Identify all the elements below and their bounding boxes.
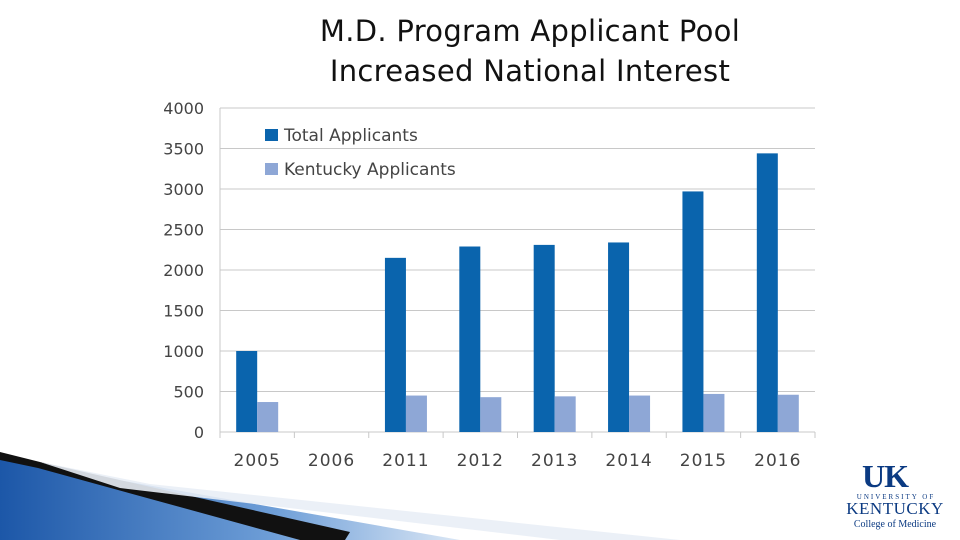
legend-swatch-kentucky (265, 163, 278, 175)
y-tick-label: 500 (173, 383, 204, 402)
bar-kentucky-applicants (480, 397, 502, 432)
logo-kentucky: KENTUCKY (846, 499, 944, 518)
y-tick-label: 1500 (163, 302, 204, 321)
bar-kentucky-applicants (703, 393, 725, 432)
uk-college-of-medicine-logo: UK UNIVERSITY OF KENTUCKY College of Med… (838, 458, 950, 532)
legend-label-kentucky: Kentucky Applicants (284, 160, 456, 180)
y-tick-label: 4000 (163, 99, 204, 118)
x-tick-label: 2016 (754, 451, 801, 471)
bar-total-applicants (384, 257, 406, 432)
y-tick-label: 2500 (163, 221, 204, 240)
swoosh-blue-shape (0, 454, 460, 540)
y-tick-label: 1000 (163, 342, 204, 361)
bar-total-applicants (756, 153, 778, 433)
y-tick-label: 3000 (163, 180, 204, 199)
bar-kentucky-applicants (405, 395, 427, 432)
bar-total-applicants (459, 246, 481, 432)
bar-total-applicants (608, 242, 630, 432)
x-tick-label: 2014 (605, 451, 652, 471)
y-tick-label: 0 (194, 423, 204, 442)
logo-uk-mark: UK (862, 458, 909, 494)
legend: Total Applicants Kentucky Applicants (265, 126, 456, 180)
gridlines (219, 107, 816, 438)
legend-swatch-total (265, 129, 278, 141)
decorative-swoosh (0, 452, 680, 540)
x-tick-label: 2012 (457, 451, 504, 471)
bar-kentucky-applicants (257, 402, 279, 432)
bar-kentucky-applicants (629, 395, 651, 432)
slide-title-line-1: M.D. Program Applicant Pool (319, 14, 741, 48)
bar-total-applicants (533, 244, 555, 432)
bars (236, 153, 799, 433)
slide-title-line-2: Increased National Interest (329, 54, 731, 88)
bar-kentucky-applicants (554, 396, 576, 432)
x-tick-label: 2011 (382, 451, 429, 471)
y-axis-ticks: 0 500 1000 1500 2000 2500 3000 3500 4000 (163, 99, 204, 442)
logo-college-of-medicine: College of Medicine (853, 519, 937, 530)
bar-total-applicants (236, 351, 258, 432)
x-axis-ticks: 2005 2006 2011 2012 2013 2014 2015 2016 (234, 451, 801, 471)
y-tick-label: 3500 (163, 140, 204, 159)
x-tick-label: 2015 (680, 451, 727, 471)
bar-kentucky-applicants (777, 394, 799, 432)
x-tick-label: 2013 (531, 451, 578, 471)
bar-total-applicants (682, 191, 704, 432)
x-tick-label: 2005 (234, 451, 281, 471)
x-tick-label: 2006 (308, 451, 355, 471)
logo-university-of: UNIVERSITY OF (856, 493, 936, 501)
y-tick-label: 2000 (163, 261, 204, 280)
legend-label-total: Total Applicants (283, 126, 418, 146)
